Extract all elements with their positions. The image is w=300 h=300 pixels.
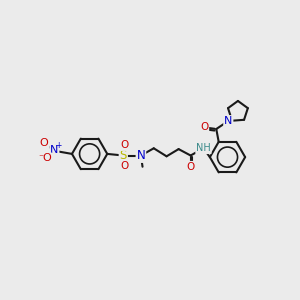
Text: O: O — [187, 162, 195, 172]
Text: N: N — [136, 149, 145, 162]
Text: +: + — [55, 141, 61, 150]
Text: S: S — [120, 149, 127, 162]
Text: O: O — [42, 153, 51, 163]
Text: O: O — [121, 140, 129, 150]
Text: N: N — [50, 145, 58, 155]
Text: N: N — [224, 116, 232, 126]
Text: NH: NH — [196, 143, 211, 153]
Text: O: O — [121, 161, 129, 171]
Text: ⁻: ⁻ — [38, 154, 43, 164]
Text: O: O — [200, 122, 208, 132]
Text: O: O — [40, 139, 48, 148]
